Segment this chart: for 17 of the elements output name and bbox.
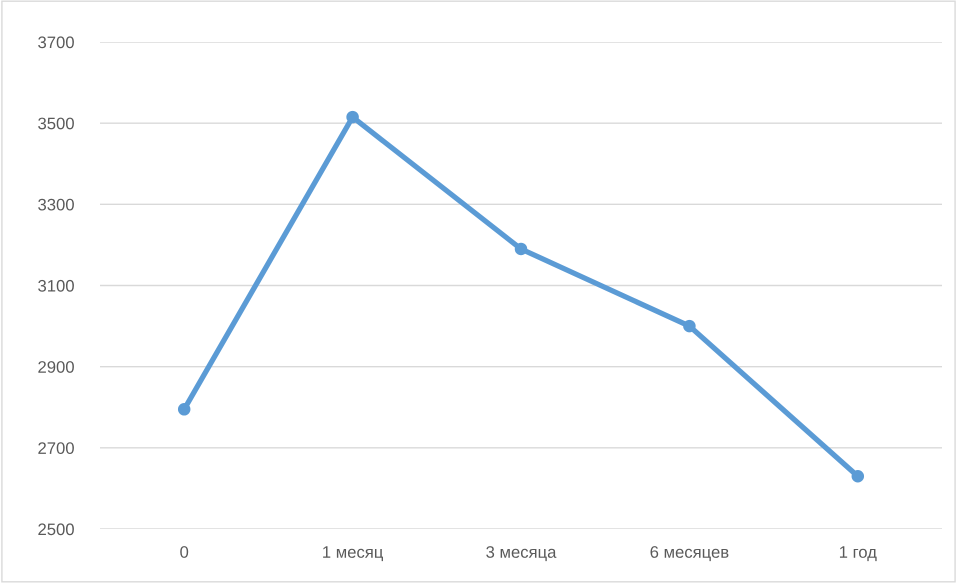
point [346,110,359,124]
point [514,242,528,256]
x-tick-label: 1 год [840,546,877,562]
x-tick-label: 6 месяцев [650,546,728,562]
y-tick-label: 2500 [38,523,74,536]
y-tick-label: 3100 [38,280,74,292]
point [852,470,864,482]
y-tick-label: 3300 [38,198,74,211]
x-tick-label: 3 месяца [486,546,556,562]
y-tick-label: 3500 [38,118,74,130]
y-tick-label: 2900 [38,361,74,373]
point [178,403,190,416]
point [683,320,696,332]
y-tick-label: 3700 [38,36,74,48]
y-tick-label: 2700 [38,442,74,454]
x-tick-label: 0 [180,546,188,558]
x-tick-label: 1 месяц [323,546,383,562]
